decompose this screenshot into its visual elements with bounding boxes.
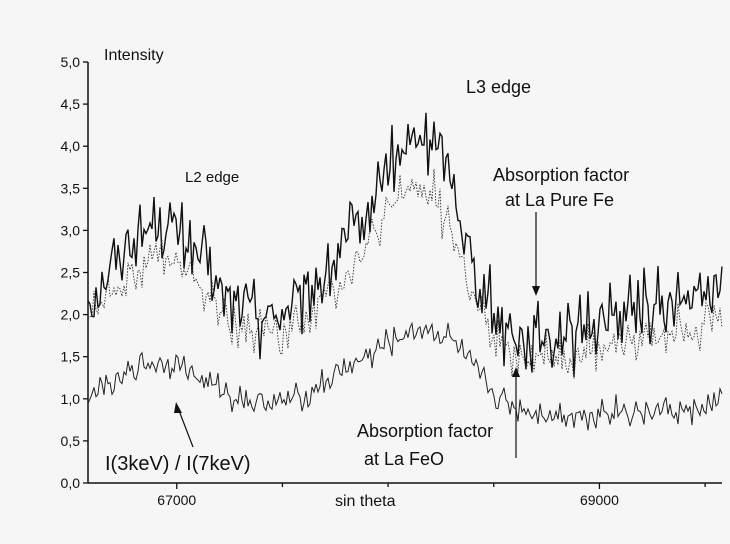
series-line-dotted — [87, 169, 723, 379]
y-tick-label: 4,5 — [61, 96, 81, 112]
annotation-ratio: I(3keV) / I(7keV) — [105, 453, 251, 475]
series-layer — [87, 112, 723, 431]
y-tick-label: 2,5 — [61, 265, 81, 281]
annotation-abs-fe-line2: at La Pure Fe — [505, 190, 614, 210]
arrow-abs-feo-head — [512, 367, 520, 377]
y-tick-label: 0,5 — [61, 433, 81, 449]
annotation-abs-feo-line2: at La FeO — [364, 449, 444, 469]
x-axis-title: sin theta — [335, 493, 396, 510]
x-tick-label: 69000 — [580, 492, 619, 508]
y-tick-label: 3,0 — [61, 222, 81, 238]
y-tick-label: 3,5 — [61, 180, 81, 196]
y-tick-label: 5,0 — [61, 54, 81, 70]
arrow-ratio — [177, 407, 194, 448]
series-line-solid — [87, 112, 723, 378]
y-tick-label: 4,0 — [61, 138, 81, 154]
annotation-l2-edge: L2 edge — [185, 169, 239, 186]
x-ticks: 67000 69000 — [157, 483, 706, 508]
annotation-abs-fe-line1: Absorption factor — [493, 165, 629, 185]
x-tick-label: 67000 — [157, 492, 196, 508]
y-tick-label: 0,0 — [61, 475, 81, 491]
y-tick-label: 2,0 — [61, 307, 81, 323]
y-tick-label: 1,5 — [61, 349, 81, 365]
annotation-abs-feo-line1: Absorption factor — [357, 421, 493, 441]
series-line-solid-thin — [87, 321, 723, 431]
y-ticks: 0,0 0,5 1,0 1,5 2,0 2,5 3,0 3,5 4,0 4,5 5,0 — [61, 54, 88, 491]
annotation-l3-edge: L3 edge — [466, 77, 531, 97]
y-tick-label: 1,0 — [61, 391, 81, 407]
y-axis-title: Intensity — [104, 47, 164, 64]
arrow-ratio-head — [174, 402, 182, 413]
arrow-abs-fe-head — [532, 286, 540, 296]
